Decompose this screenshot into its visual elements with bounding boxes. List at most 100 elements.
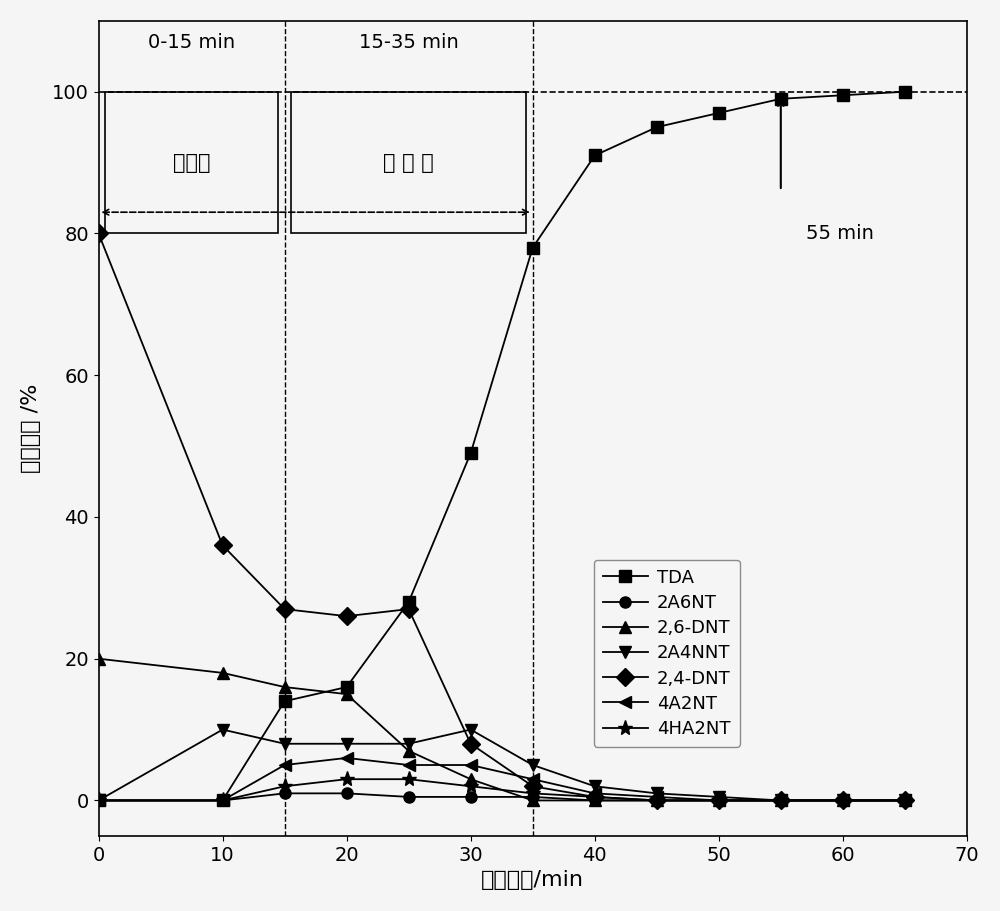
2A4NNT: [589, 781, 601, 792]
2,6-DNT: [589, 795, 601, 806]
Line: 2A6NT: 2A6NT: [93, 788, 910, 806]
2,6-DNT: [527, 795, 539, 806]
2A4NNT: [837, 795, 849, 806]
4A2NT: [527, 773, 539, 784]
2,6-DNT: [93, 653, 105, 664]
2A6NT: [279, 788, 291, 799]
2A4NNT: [775, 795, 787, 806]
2A6NT: [651, 795, 663, 806]
4HA2NT: [837, 795, 849, 806]
TDA: [713, 107, 725, 118]
2A4NNT: [651, 788, 663, 799]
2,6-DNT: [217, 668, 229, 679]
2,6-DNT: [713, 795, 725, 806]
2,4-DNT: [527, 781, 539, 792]
2,4-DNT: [713, 795, 725, 806]
2A6NT: [403, 792, 415, 803]
TDA: [403, 597, 415, 608]
4HA2NT: [899, 795, 911, 806]
Text: 15-35 min: 15-35 min: [359, 33, 459, 52]
2A4NNT: [93, 795, 105, 806]
4A2NT: [837, 795, 849, 806]
2A4NNT: [899, 795, 911, 806]
2A4NNT: [527, 760, 539, 771]
TDA: [279, 696, 291, 707]
2A4NNT: [465, 724, 477, 735]
4HA2NT: [589, 792, 601, 803]
2,4-DNT: [899, 795, 911, 806]
4A2NT: [217, 795, 229, 806]
Line: 4A2NT: 4A2NT: [92, 752, 911, 807]
TDA: [341, 681, 353, 692]
4A2NT: [775, 795, 787, 806]
TDA: [837, 90, 849, 101]
2A4NNT: [403, 738, 415, 749]
4A2NT: [279, 760, 291, 771]
TDA: [899, 87, 911, 97]
Line: TDA: TDA: [93, 87, 910, 806]
4A2NT: [403, 760, 415, 771]
2,4-DNT: [589, 792, 601, 803]
2,6-DNT: [837, 795, 849, 806]
Text: 55 min: 55 min: [806, 224, 873, 243]
Line: 2,4-DNT: 2,4-DNT: [92, 227, 911, 807]
Text: 反 应 区: 反 应 区: [383, 152, 434, 172]
2A6NT: [899, 795, 911, 806]
2,6-DNT: [465, 773, 477, 784]
2A6NT: [465, 792, 477, 803]
4HA2NT: [465, 781, 477, 792]
4A2NT: [713, 795, 725, 806]
TDA: [651, 122, 663, 133]
2A6NT: [713, 795, 725, 806]
2,6-DNT: [775, 795, 787, 806]
2A6NT: [93, 795, 105, 806]
4A2NT: [899, 795, 911, 806]
2A6NT: [775, 795, 787, 806]
2,4-DNT: [403, 604, 415, 615]
Legend: TDA, 2A6NT, 2,6-DNT, 2A4NNT, 2,4-DNT, 4A2NT, 4HA2NT: TDA, 2A6NT, 2,6-DNT, 2A4NNT, 2,4-DNT, 4A…: [594, 559, 740, 747]
2,6-DNT: [403, 745, 415, 756]
4HA2NT: [713, 795, 725, 806]
2A4NNT: [341, 738, 353, 749]
4HA2NT: [651, 795, 663, 806]
2A4NNT: [713, 792, 725, 803]
2,6-DNT: [341, 689, 353, 700]
4HA2NT: [775, 795, 787, 806]
4HA2NT: [217, 795, 229, 806]
2,6-DNT: [279, 681, 291, 692]
2A4NNT: [217, 724, 229, 735]
2,4-DNT: [651, 795, 663, 806]
4A2NT: [341, 752, 353, 763]
X-axis label: 反应时间/min: 反应时间/min: [481, 870, 584, 890]
2A6NT: [217, 795, 229, 806]
4A2NT: [465, 760, 477, 771]
2,4-DNT: [279, 604, 291, 615]
2A4NNT: [279, 738, 291, 749]
Line: 2A4NNT: 2A4NNT: [92, 723, 911, 807]
4A2NT: [651, 792, 663, 803]
2,4-DNT: [837, 795, 849, 806]
Text: 活化区: 活化区: [173, 152, 210, 172]
4HA2NT: [93, 795, 105, 806]
4HA2NT: [403, 773, 415, 784]
4A2NT: [93, 795, 105, 806]
TDA: [465, 447, 477, 458]
2,4-DNT: [341, 610, 353, 621]
2,4-DNT: [93, 228, 105, 239]
Y-axis label: 物相浓度 /%: 物相浓度 /%: [21, 384, 41, 473]
2,4-DNT: [217, 540, 229, 551]
Line: 4HA2NT: 4HA2NT: [91, 772, 912, 808]
TDA: [589, 150, 601, 161]
Line: 2,6-DNT: 2,6-DNT: [92, 652, 911, 807]
2A6NT: [341, 788, 353, 799]
TDA: [217, 795, 229, 806]
2,4-DNT: [775, 795, 787, 806]
TDA: [93, 795, 105, 806]
TDA: [527, 242, 539, 253]
2A6NT: [837, 795, 849, 806]
4HA2NT: [341, 773, 353, 784]
2A6NT: [589, 795, 601, 806]
4HA2NT: [279, 781, 291, 792]
2,4-DNT: [465, 738, 477, 749]
2,6-DNT: [899, 795, 911, 806]
